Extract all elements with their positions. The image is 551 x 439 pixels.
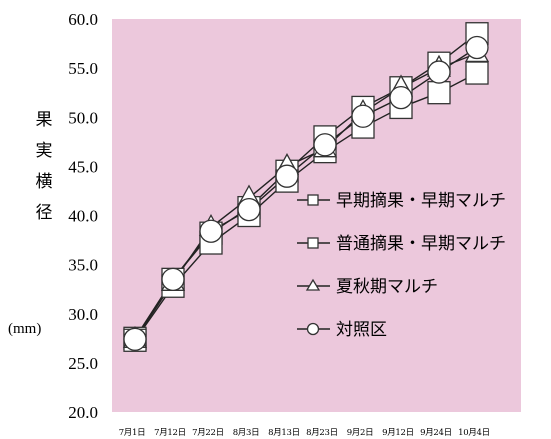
x-tick-label: 7月12日 [154, 428, 186, 438]
y-tick-label: 50.0 [68, 108, 98, 127]
x-tick-label: 9月12日 [382, 428, 414, 438]
y-tick-label: 55.0 [68, 59, 98, 78]
series-line-4 [134, 46, 478, 340]
plot-area [112, 19, 521, 412]
x-tick-label: 9月24日 [420, 428, 452, 438]
x-tick-label: 7月22日 [192, 428, 224, 438]
circle-marker [465, 35, 489, 60]
series-markers [122, 22, 490, 352]
circle-marker [123, 327, 147, 351]
y-axis-ticks: 20.0 25.0 30.0 35.0 40.0 45.0 50.0 55.0 60.0 [68, 10, 98, 422]
y-tick-label: 40.0 [68, 207, 98, 226]
x-tick-label: 8月13日 [268, 428, 300, 438]
legend-square-icon [307, 237, 319, 249]
circle-marker [199, 219, 223, 243]
legend-item: 早期摘果・早期マルチ [297, 191, 506, 211]
y-axis-label-char: 実 [36, 141, 53, 161]
circle-marker [389, 85, 413, 110]
series-line-2 [134, 72, 478, 341]
legend-label: 早期摘果・早期マルチ [336, 191, 506, 211]
y-tick-label: 25.0 [68, 354, 98, 373]
square-marker [427, 81, 451, 105]
legend-square-icon [307, 194, 319, 206]
legend-label: 対照区 [336, 320, 387, 340]
y-axis-unit: (mm) [8, 321, 41, 337]
x-axis-ticks: 7月1日 7月12日 7月22日 8月3日 8月13日 8月23日 9月2日 9月12日 9月2… [119, 428, 490, 438]
y-tick-label: 45.0 [68, 157, 98, 176]
square-marker [465, 61, 489, 85]
x-tick-label: 7月1日 [119, 428, 146, 438]
legend-item: 普通摘果・早期マルチ [297, 234, 506, 254]
legend-circle-icon [306, 322, 320, 336]
circle-marker [237, 197, 261, 222]
x-tick-label: 8月23日 [306, 428, 338, 438]
y-axis-label-char: 径 [36, 203, 53, 223]
y-axis-label-char: 横 [36, 172, 53, 192]
y-tick-label: 20.0 [68, 403, 98, 422]
y-tick-label: 30.0 [68, 305, 98, 324]
legend-item: 夏秋期マルチ [297, 277, 438, 297]
legend-triangle-icon [305, 278, 321, 291]
y-tick-label: 60.0 [68, 10, 98, 29]
y-axis-label-char: 果 [36, 110, 53, 130]
x-tick-label: 8月3日 [233, 428, 260, 438]
circle-marker [275, 164, 299, 188]
y-tick-label: 35.0 [68, 256, 98, 275]
legend-label: 夏秋期マルチ [336, 277, 438, 297]
series-lines [134, 33, 478, 341]
circle-marker [161, 267, 185, 292]
legend-label: 普通摘果・早期マルチ [336, 234, 506, 254]
series-markers-4 [123, 35, 489, 351]
circle-marker [351, 104, 375, 128]
x-tick-label: 9月2日 [347, 428, 374, 438]
circle-marker [427, 60, 451, 84]
legend-item: 対照区 [297, 320, 387, 340]
x-tick-label: 10月4日 [458, 428, 490, 438]
circle-marker [313, 133, 337, 157]
